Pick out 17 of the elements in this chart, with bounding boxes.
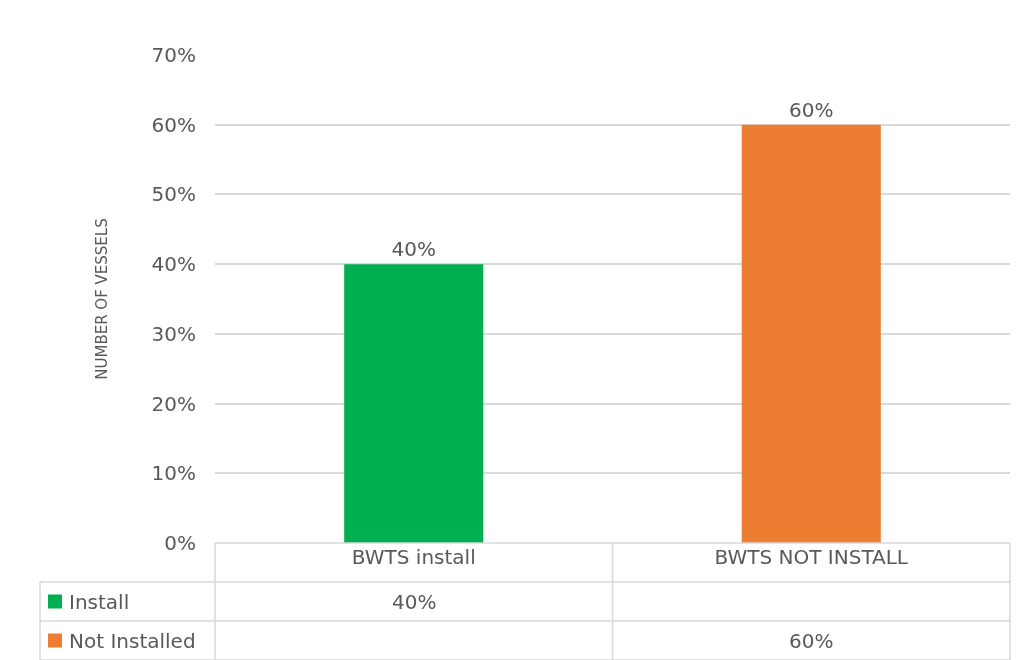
data-label: 40% xyxy=(391,237,436,262)
data-label: 60% xyxy=(789,97,834,122)
legend-label: Install xyxy=(69,590,130,614)
y-tick-label: 0% xyxy=(164,531,196,555)
legend-label: Not Installed xyxy=(69,629,196,653)
y-tick-label: 60% xyxy=(151,112,196,137)
y-tick-label: 50% xyxy=(151,182,196,207)
y-axis-title: NUMBER OF VESSELS xyxy=(92,218,111,380)
text: 60% xyxy=(789,629,834,653)
y-tick-label: 70% xyxy=(151,43,196,67)
y-tick-label: 30% xyxy=(151,321,196,346)
x-tick-label: BWTS install xyxy=(351,545,476,569)
y-tick-label: 20% xyxy=(151,391,196,416)
text: 40% xyxy=(392,590,437,614)
x-tick-label: BWTS NOT INSTALL xyxy=(714,545,909,569)
y-tick-label: 10% xyxy=(151,461,196,486)
y-tick-label: 40% xyxy=(151,252,196,277)
